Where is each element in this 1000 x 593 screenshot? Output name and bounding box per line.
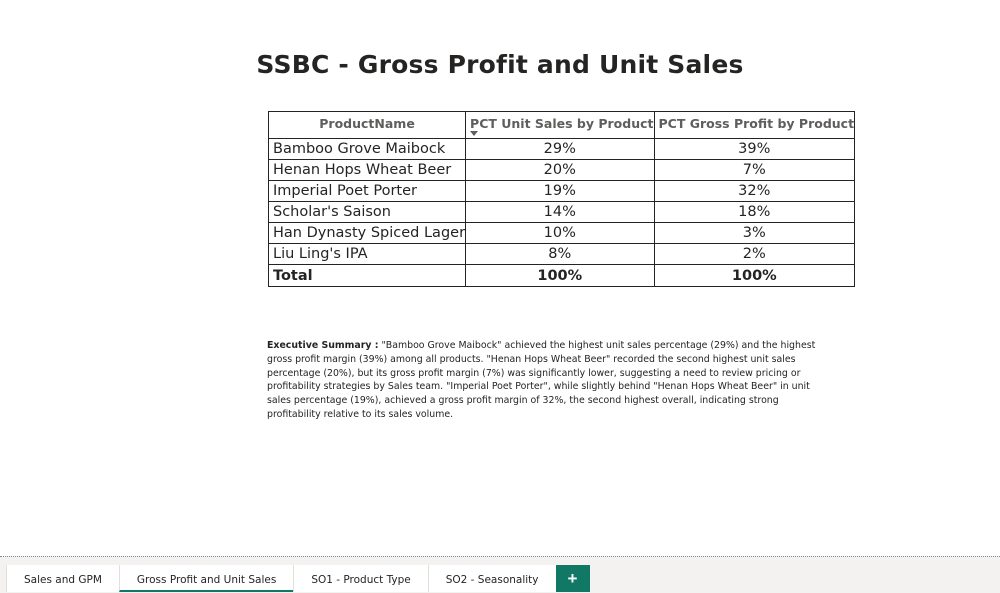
executive-summary-text: "Bamboo Grove Maibock" achieved the high… xyxy=(267,340,816,420)
executive-summary: Executive Summary : "Bamboo Grove Maiboc… xyxy=(267,339,827,422)
page-title: SSBC - Gross Profit and Unit Sales xyxy=(256,50,744,79)
unit-sales-cell: 14% xyxy=(465,201,655,223)
column-header-productname[interactable]: ProductName xyxy=(267,111,467,139)
tab-sales-and-gpm[interactable]: Sales and GPM xyxy=(6,565,119,592)
column-header-label: PCT Unit Sales by Product xyxy=(470,116,654,131)
column-header-unit-sales[interactable]: PCT Unit Sales by Product xyxy=(465,111,655,139)
total-gross-profit: 100% xyxy=(653,264,856,287)
product-name-cell: Imperial Poet Porter xyxy=(267,180,467,202)
table-total-row: Total 100% 100% xyxy=(267,264,856,287)
sort-descending-icon xyxy=(470,131,479,136)
unit-sales-cell: 29% xyxy=(465,138,655,160)
product-name-cell: Liu Ling's IPA xyxy=(267,243,467,265)
unit-sales-cell: 10% xyxy=(465,222,655,244)
product-name-cell: Scholar's Saison xyxy=(267,201,467,223)
unit-sales-cell: 20% xyxy=(465,159,655,181)
product-table: ProductName PCT Unit Sales by Product PC… xyxy=(267,111,856,287)
gross-profit-cell: 3% xyxy=(653,222,856,244)
executive-summary-label: Executive Summary : xyxy=(267,340,379,351)
tab-strip: Sales and GPM Gross Profit and Unit Sale… xyxy=(6,565,590,593)
tab-so1-product-type[interactable]: SO1 - Product Type xyxy=(293,565,428,592)
tab-so2-seasonality[interactable]: SO2 - Seasonality xyxy=(427,565,556,592)
table-row[interactable]: Imperial Poet Porter 19% 32% xyxy=(267,180,856,202)
table-header-row: ProductName PCT Unit Sales by Product PC… xyxy=(267,111,856,139)
tab-gross-profit-and-unit-sales[interactable]: Gross Profit and Unit Sales xyxy=(118,565,294,592)
unit-sales-cell: 8% xyxy=(465,243,655,265)
table-row[interactable]: Han Dynasty Spiced Lager 10% 3% xyxy=(267,222,856,244)
table-row[interactable]: Liu Ling's IPA 8% 2% xyxy=(267,243,856,265)
total-label: Total xyxy=(267,264,467,287)
gross-profit-cell: 7% xyxy=(653,159,856,181)
gross-profit-cell: 2% xyxy=(653,243,856,265)
gross-profit-cell: 39% xyxy=(653,138,856,160)
table-row[interactable]: Scholar's Saison 14% 18% xyxy=(267,201,856,223)
product-name-cell: Henan Hops Wheat Beer xyxy=(267,159,467,181)
table-row[interactable]: Bamboo Grove Maibock 29% 39% xyxy=(267,138,856,160)
unit-sales-cell: 19% xyxy=(465,180,655,202)
gross-profit-cell: 18% xyxy=(653,201,856,223)
column-header-gross-profit[interactable]: PCT Gross Profit by Product xyxy=(653,111,856,139)
product-name-cell: Han Dynasty Spiced Lager xyxy=(267,222,467,244)
product-name-cell: Bamboo Grove Maibock xyxy=(267,138,467,160)
table-row[interactable]: Henan Hops Wheat Beer 20% 7% xyxy=(267,159,856,181)
page-tab-bar: Sales and GPM Gross Profit and Unit Sale… xyxy=(0,556,1000,593)
gross-profit-cell: 32% xyxy=(653,180,856,202)
add-page-button[interactable]: + xyxy=(555,565,590,592)
total-unit-sales: 100% xyxy=(465,264,655,287)
